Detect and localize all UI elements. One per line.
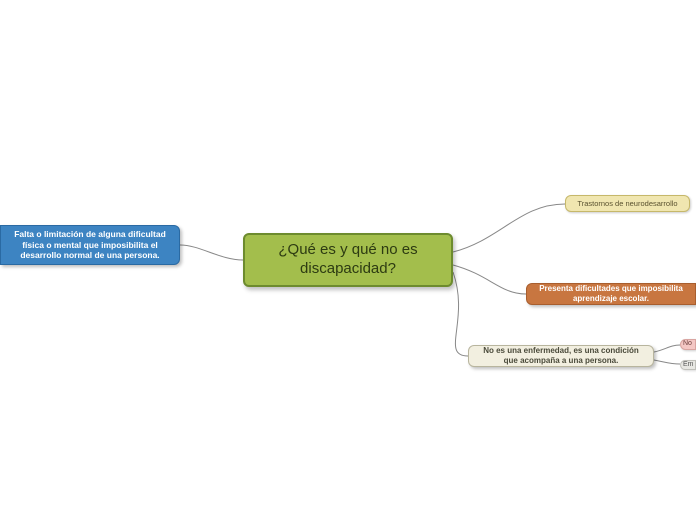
mindmap-canvas: ¿Qué es y qué no es discapacidad? Falta … (0, 0, 696, 520)
node-definition-label: Falta o limitación de alguna dificultad … (9, 229, 171, 261)
node-no-enfermedad-label: No es una enfermedad, es una condición q… (477, 346, 645, 366)
node-pink-partial[interactable]: No (680, 339, 696, 350)
node-gray-label: Em (683, 361, 694, 370)
node-no-enfermedad[interactable]: No es una enfermedad, es una condición q… (468, 345, 654, 367)
node-neurodesarrollo[interactable]: Trastornos de neurodesarrollo (565, 195, 690, 212)
node-dificultades-label: Presenta dificultades que imposibilita a… (535, 284, 687, 304)
node-gray-partial[interactable]: Em (680, 360, 696, 370)
node-definition[interactable]: Falta o limitación de alguna dificultad … (0, 225, 180, 265)
node-neurodesarrollo-label: Trastornos de neurodesarrollo (577, 199, 677, 208)
center-node-label: ¿Qué es y qué no es discapacidad? (253, 241, 443, 279)
center-node[interactable]: ¿Qué es y qué no es discapacidad? (243, 233, 453, 287)
node-pink-label: No (683, 340, 692, 349)
node-dificultades[interactable]: Presenta dificultades que imposibilita a… (526, 283, 696, 305)
